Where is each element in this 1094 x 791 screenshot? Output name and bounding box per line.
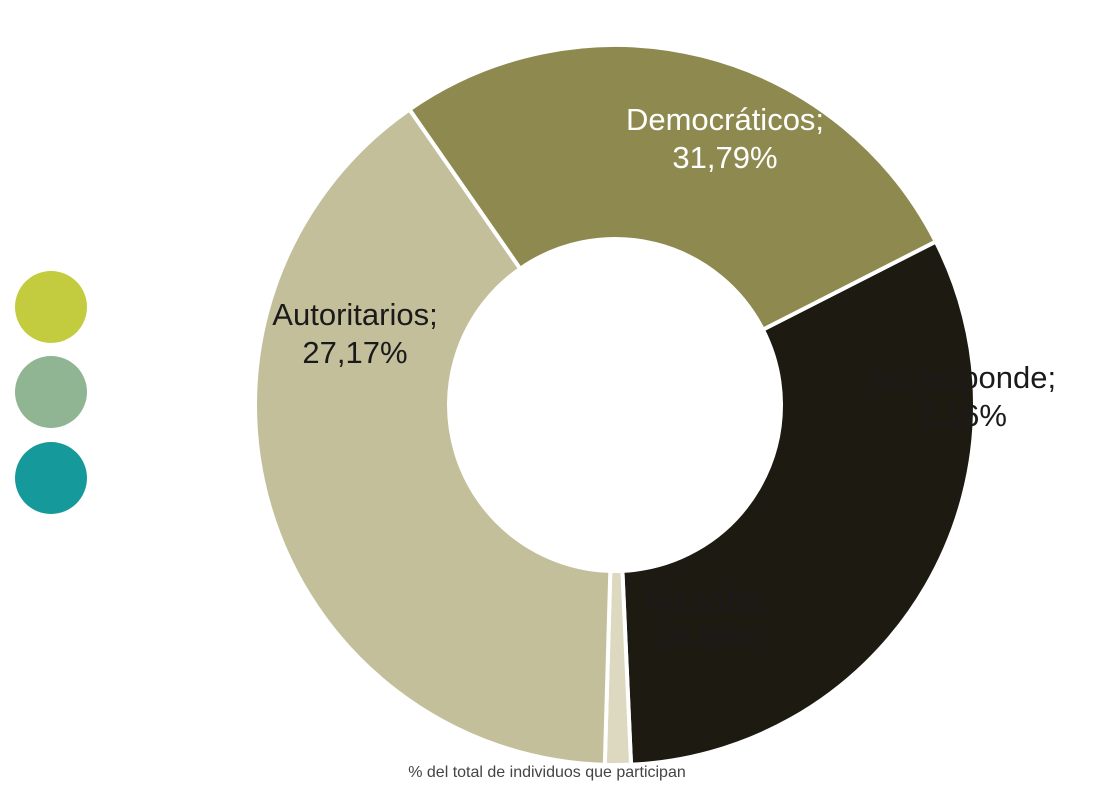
slice-label-no-sabe: No sabe; 39,88% [645,582,769,655]
slice-no-sabe [253,107,613,767]
legend-dot-yellow-green [15,271,87,343]
slice-labels: Democráticos; 31,79% No responde; 1,16% No s… [272,102,1056,655]
chart-caption: % del total de individuos que participan [408,764,686,781]
slice-label-democr-ticos: Democráticos; 31,79% [626,102,824,175]
slice-democr-ticos [620,239,977,767]
slice-label-autoritarios: Autoritarios; 27,17% [272,297,437,370]
slice-label-no-responde: No responde; 1,16% [870,360,1056,433]
donut-slices [253,43,977,767]
slice-autoritarios [407,43,938,332]
legend-dot-sage-green [15,356,87,428]
legend-dot-teal [15,442,87,514]
